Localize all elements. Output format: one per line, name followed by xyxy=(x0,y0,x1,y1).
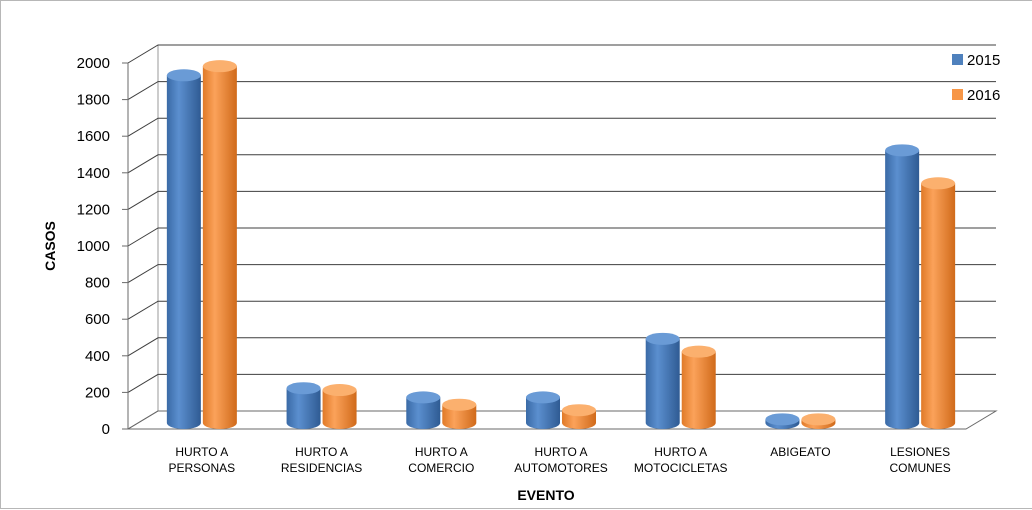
gridline xyxy=(127,44,996,64)
gridline xyxy=(127,373,996,393)
bar-top xyxy=(765,413,800,426)
bar-body xyxy=(442,404,477,429)
bar-top xyxy=(885,144,920,157)
bar-top xyxy=(562,404,596,417)
x-tick-label: HURTO A AUTOMOTORES xyxy=(514,445,608,475)
bar-top xyxy=(681,345,716,358)
bar-top xyxy=(406,391,441,404)
bar-body xyxy=(885,150,920,429)
bar-top xyxy=(166,69,201,82)
gridline xyxy=(127,81,996,101)
x-tick-label: HURTO A MOTOCICLETAS xyxy=(634,445,728,475)
bar-top xyxy=(322,384,357,397)
y-tick-label: 2000 xyxy=(77,55,110,72)
x-axis-title: EVENTO xyxy=(517,487,574,503)
bar-2016-4 xyxy=(681,345,716,429)
bar-2015-1 xyxy=(286,382,321,429)
y-tick-label: 0 xyxy=(102,421,110,438)
bar-2015-6 xyxy=(885,144,920,429)
bar-2015-0 xyxy=(166,69,201,430)
bar-body xyxy=(202,66,237,430)
bar-body xyxy=(526,397,560,429)
bar-top xyxy=(921,177,956,190)
bar-top xyxy=(286,382,321,395)
bar-body xyxy=(645,338,680,429)
bar-2015-4 xyxy=(645,332,680,429)
bar-top xyxy=(645,332,680,345)
legend-label-2016: 2016 xyxy=(967,87,1000,104)
x-axis-categories: HURTO A PERSONAS HURTO A RESIDENCIAS HURTO A… xyxy=(169,445,951,475)
y-tick-label: 1000 xyxy=(77,238,110,255)
y-tick-label: 200 xyxy=(85,384,110,401)
y-tick-label: 800 xyxy=(85,275,110,292)
x-tick-label: HURTO A COMERCIO xyxy=(408,445,474,475)
bar-top xyxy=(202,60,237,73)
gridline xyxy=(127,117,996,137)
bar-2016-1 xyxy=(322,384,357,429)
bar-2015-2 xyxy=(406,391,441,429)
bar-top xyxy=(526,391,560,404)
x-tick-label: HURTO A RESIDENCIAS xyxy=(281,445,362,475)
bar-top xyxy=(801,413,836,426)
bar-body xyxy=(322,390,357,429)
y-axis-title: CASOS xyxy=(42,221,58,271)
bar-body xyxy=(921,183,956,429)
gridline xyxy=(127,337,996,357)
x-tick-label: LESIONES COMUNES xyxy=(889,445,950,475)
bar-body xyxy=(406,397,441,429)
legend-swatch-2015 xyxy=(952,54,963,65)
bars xyxy=(166,60,956,430)
gridline xyxy=(127,264,996,284)
bar-body xyxy=(166,75,201,430)
y-tick-label: 600 xyxy=(85,311,110,328)
bar-2016-3 xyxy=(562,404,596,429)
bar-2016-2 xyxy=(442,398,477,429)
y-tick-label: 400 xyxy=(85,348,110,365)
gridline xyxy=(127,300,996,320)
y-tick-label: 1200 xyxy=(77,201,110,218)
floor-plane xyxy=(126,410,998,430)
bar-2015-3 xyxy=(526,391,560,429)
y-axis: 0 200 400 600 800 1000 1200 1400 1600 1800 2000 xyxy=(77,55,129,438)
legend-label-2015: 2015 xyxy=(967,52,1000,69)
y-tick-label: 1800 xyxy=(77,92,110,109)
gridlines xyxy=(126,44,998,430)
legend-swatch-2016 xyxy=(952,89,963,100)
y-tick-label: 1400 xyxy=(77,165,110,182)
gridline xyxy=(127,154,996,174)
bar-body xyxy=(286,388,321,429)
legend: 2015 2016 xyxy=(952,52,1000,104)
bar-2016-5 xyxy=(801,413,836,429)
bar-2015-5 xyxy=(765,413,800,429)
x-tick-label: ABIGEATO xyxy=(770,445,830,459)
bar-top xyxy=(442,398,477,411)
gridline xyxy=(127,227,996,247)
bar-2016-6 xyxy=(921,177,956,429)
gridline xyxy=(127,190,996,210)
bar-body xyxy=(681,351,716,429)
x-tick-label: HURTO A PERSONAS xyxy=(169,445,236,475)
bar-2016-0 xyxy=(202,60,237,430)
y-tick-label: 1600 xyxy=(77,128,110,145)
